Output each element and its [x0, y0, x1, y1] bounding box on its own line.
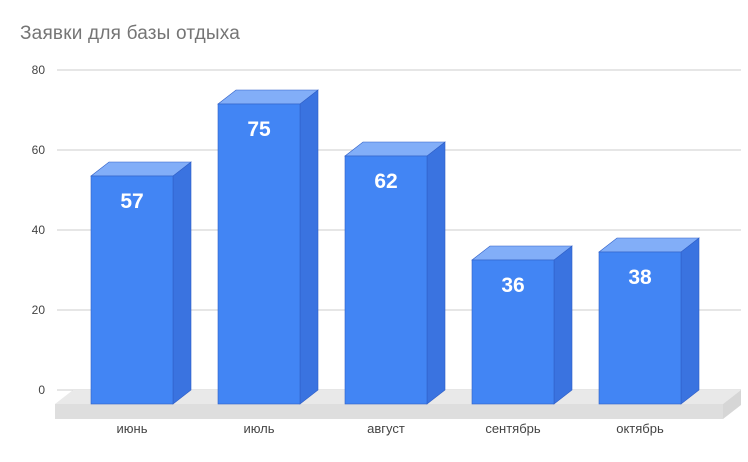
bar-front-face	[471, 259, 555, 405]
bar-value-label: 36	[501, 274, 524, 297]
bar-июль[interactable]: 75	[217, 89, 319, 405]
bar-front-face	[344, 155, 428, 405]
bar-октябрь[interactable]: 38	[598, 237, 700, 405]
bar-top-face	[217, 89, 319, 105]
bar-август[interactable]: 62	[344, 141, 446, 405]
floor-front-face	[55, 404, 723, 419]
y-axis-tick-label-80: 80	[32, 63, 46, 77]
y-axis-tick-label-40: 40	[32, 223, 46, 237]
chart-title: Заявки для базы отдыха	[20, 23, 241, 44]
y-axis-tick-label-60: 60	[32, 143, 46, 157]
x-axis-category-label-август: август	[367, 421, 405, 436]
bar-value-label: 38	[628, 266, 652, 289]
bar-front-face	[598, 251, 682, 405]
bar-сентябрь[interactable]: 36	[471, 245, 573, 405]
bar-value-label: 62	[374, 170, 397, 193]
x-axis-category-label-июнь: июнь	[117, 421, 148, 436]
bar-value-label: 75	[247, 118, 271, 141]
bar-side-face	[299, 89, 319, 405]
floor-side-face	[723, 390, 741, 419]
y-axis-tick-label-0: 0	[38, 383, 45, 397]
bar-июнь[interactable]: 57	[90, 161, 192, 405]
x-axis-category-label-июль: июль	[243, 421, 274, 436]
bar-top-face	[344, 141, 446, 157]
bar-top-face	[90, 161, 192, 177]
bar-side-face	[680, 237, 700, 405]
bar-value-label: 57	[120, 190, 143, 213]
bar-side-face	[172, 161, 192, 405]
x-axis-category-label-октябрь: октябрь	[616, 421, 664, 436]
bar-side-face	[426, 141, 446, 405]
y-axis-tick-label-20: 20	[32, 303, 46, 317]
bar-front-face	[217, 103, 301, 405]
bar-front-face	[90, 175, 174, 405]
bar-side-face	[553, 245, 573, 405]
bar-top-face	[471, 245, 573, 261]
x-axis-category-label-сентябрь: сентябрь	[485, 421, 541, 436]
bar-top-face	[598, 237, 700, 253]
